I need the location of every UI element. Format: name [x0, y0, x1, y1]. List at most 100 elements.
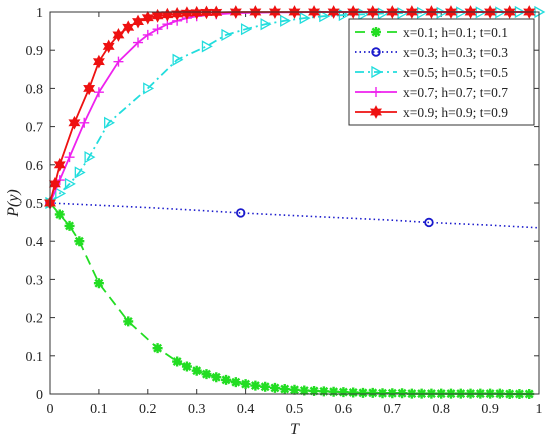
series-0 — [45, 198, 535, 399]
series-4-point — [151, 8, 164, 23]
y-tick-label: 0 — [36, 388, 43, 403]
series-3-point — [142, 29, 153, 40]
series-4-point — [122, 20, 135, 35]
series-0-point — [279, 384, 290, 395]
series-0-point — [367, 387, 378, 398]
series-4-point — [53, 157, 66, 172]
series-0-point — [397, 388, 408, 399]
y-axis-label: P(y) — [5, 189, 22, 218]
series-2-point — [104, 116, 116, 129]
series-4-point — [132, 14, 144, 29]
x-axis-ticks: 0 0.1 0.2 0.3 0.4 0.5 0.6 0.7 0.8 0.9 1 — [47, 12, 543, 417]
x-tick-label: 0.3 — [188, 402, 206, 417]
series-2-point — [74, 166, 86, 179]
x-tick-label: 0.8 — [432, 402, 450, 417]
series-1 — [49, 202, 540, 229]
series-3-point — [64, 152, 75, 163]
x-tick-label: 0.7 — [384, 402, 402, 417]
x-tick-label: 0.9 — [481, 402, 499, 417]
series-2-point — [260, 18, 272, 31]
series-1-point — [236, 208, 246, 218]
series-0-point — [318, 386, 329, 397]
series-0-point — [230, 377, 241, 388]
legend-item: x=0.7; h=0.7; t=0.7 — [355, 85, 508, 100]
series-2-point — [371, 65, 383, 79]
x-tick-label: 1 — [536, 402, 543, 417]
series-0-point — [328, 386, 339, 397]
series-1-point — [371, 47, 381, 57]
series-0-point — [348, 387, 359, 398]
series-0-point — [309, 385, 320, 396]
series-4-point — [112, 28, 125, 42]
series-0-point — [377, 388, 388, 399]
series-0-point — [260, 381, 271, 392]
series-2-point — [397, 7, 409, 20]
legend-item: x=0.3; h=0.3; t=0.3 — [355, 45, 508, 60]
legend-label: x=0.5; h=0.5; t=0.5 — [403, 65, 508, 80]
series-4-point — [141, 10, 154, 25]
y-tick-label: 0.3 — [26, 273, 44, 288]
series-0-point — [289, 384, 300, 395]
series-4-point — [370, 105, 382, 119]
series-0-point — [74, 236, 85, 247]
series-3-point — [79, 117, 90, 128]
series-2-point — [64, 177, 76, 191]
x-tick-label: 0.6 — [335, 402, 353, 417]
series-2-point — [377, 7, 389, 20]
plot-frame — [49, 11, 540, 395]
series-0-point — [54, 209, 65, 220]
y-tick-label: 1 — [36, 6, 43, 21]
x-tick-label: 0.2 — [139, 402, 157, 417]
y-tick-label: 0.8 — [26, 82, 44, 97]
y-tick-label: 0.7 — [26, 121, 44, 136]
series-3-point — [93, 87, 104, 98]
series-2-point — [84, 151, 96, 164]
series-2-point — [240, 23, 252, 36]
series-4-point — [68, 115, 81, 130]
series-1-line — [49, 202, 540, 229]
series-0-point — [387, 388, 398, 399]
series-0-point — [201, 369, 212, 380]
series-2-point — [172, 53, 184, 66]
x-tick-label: 0.5 — [286, 402, 304, 417]
legend-item: x=0.9; h=0.9; t=0.9 — [355, 105, 508, 120]
series-1-point — [424, 217, 434, 228]
x-axis-label: T — [290, 421, 300, 438]
series-0-point — [299, 385, 310, 396]
x-tick-label: 0 — [47, 402, 54, 417]
series-0-point — [240, 379, 251, 390]
legend-label: x=0.1; h=0.1; t=0.1 — [403, 25, 508, 40]
series-4-point — [83, 81, 96, 96]
series-0-point — [371, 27, 381, 37]
series-0-point — [357, 387, 368, 398]
series-0-point — [123, 316, 134, 327]
series-4-point — [161, 7, 174, 22]
legend: x=0.1; h=0.1; t=0.1 x=0.3; h=0.3; t=0.3 x=… — [348, 18, 535, 126]
series-2-point — [280, 14, 292, 27]
series-2-point — [143, 82, 155, 95]
series-4-point — [171, 7, 184, 21]
y-tick-label: 0.4 — [26, 235, 44, 250]
series-4-point — [92, 54, 105, 69]
x-tick-label: 0.1 — [90, 402, 108, 417]
y-tick-label: 0.1 — [26, 350, 44, 365]
series-0-point — [338, 387, 349, 398]
series-3-point — [371, 87, 381, 97]
series-0-point — [172, 356, 183, 367]
series-0-line — [49, 202, 530, 395]
series-3-point — [113, 56, 124, 67]
series-2-point — [221, 28, 233, 42]
legend-label: x=0.3; h=0.3; t=0.3 — [403, 45, 508, 60]
legend-items: x=0.1; h=0.1; t=0.1 x=0.3; h=0.3; t=0.3 x=… — [355, 25, 508, 120]
y-tick-label: 0.2 — [26, 312, 44, 327]
series-0-point — [269, 382, 280, 393]
y-tick-label: 0.5 — [26, 197, 44, 212]
legend-item: x=0.5; h=0.5; t=0.5 — [355, 65, 508, 80]
x-tick-label: 0.4 — [237, 402, 255, 417]
series-0-point — [64, 220, 75, 231]
series-0-point — [181, 361, 192, 372]
legend-item: x=0.1; h=0.1; t=0.1 — [355, 25, 508, 40]
series-2-point — [299, 12, 311, 25]
series-0-point — [211, 372, 222, 383]
